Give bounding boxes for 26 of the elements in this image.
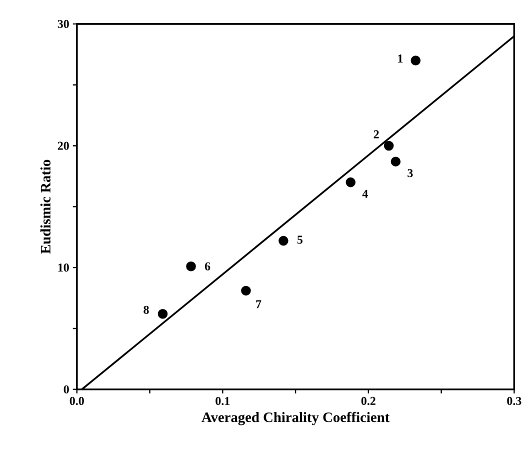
point [390,156,401,166]
x-axis-title: Averaged Chirality Coefficient [202,412,390,426]
annotation: 7 [256,300,262,308]
annotation: 4 [362,190,368,198]
x-tick-label: 0.1 [216,396,230,405]
point [410,55,421,66]
x-tick-label: 0.0 [70,396,84,405]
point [384,140,394,151]
annotation: 3 [408,168,413,178]
point [158,308,168,319]
point [186,261,196,272]
point [346,177,356,188]
y-tick-label: 30 [58,20,69,28]
annotation: 2 [374,130,379,138]
point [241,286,251,296]
y-axis-title: Eudismic Ratio [40,160,51,254]
annotation: 1 [398,54,403,62]
point [278,236,288,246]
y-tick-label: 20 [58,142,69,150]
annotation: 5 [297,236,302,244]
x-tick-label: 0.2 [361,396,376,405]
annotation: 8 [144,306,149,314]
y-tick-label: 10 [58,263,69,272]
x-tick-label: 0.3 [507,396,522,405]
y-tick-label: 0 [64,385,69,394]
annotation: 6 [204,262,210,270]
